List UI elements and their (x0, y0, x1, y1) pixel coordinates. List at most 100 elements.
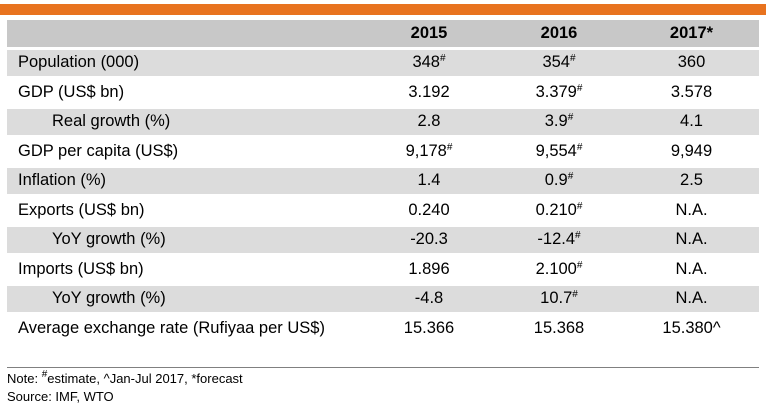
accent-bar (0, 4, 766, 15)
value-cell: N.A. (624, 226, 759, 253)
value-cell: 10.7# (494, 285, 624, 312)
estimate-marker: # (567, 112, 574, 124)
note-text: estimate, ^Jan-Jul 2017, *forecast (47, 371, 243, 386)
footer-divider (7, 367, 759, 368)
table-row: GDP per capita (US$) 9,178# 9,554# 9,949 (7, 138, 759, 165)
value-cell: -4.8 (364, 285, 494, 312)
value-cell: 9,949 (624, 138, 759, 165)
cell-value: 3.9 (544, 112, 568, 131)
value-cell: 1.4 (364, 167, 494, 194)
cell-value: 3.192 (408, 82, 450, 101)
value-cell: 348# (364, 49, 494, 76)
value-cell: 2.5 (624, 167, 759, 194)
cell-value: 4.1 (680, 112, 703, 131)
cell-value: -12.4 (537, 230, 576, 249)
year-header-2015: 2015 (364, 20, 494, 47)
row-label-yoy-growth: YoY growth (%) (7, 226, 364, 253)
note-superscript: # (41, 369, 48, 380)
row-label-gdp-us-bn: GDP (US$ bn) (18, 82, 125, 101)
value-cell: N.A. (624, 256, 759, 283)
value-cell: 2.8 (364, 108, 494, 135)
value-cell: 3.192 (364, 79, 494, 106)
table-row: Population (000) 348# 354# 360 (7, 49, 759, 76)
cell-value: 9,178 (405, 141, 447, 160)
cell-value: N.A. (675, 200, 708, 219)
value-cell: 354# (494, 49, 624, 76)
estimate-marker: # (576, 259, 583, 271)
row-label-imports-us-bn: Imports (US$ bn) (18, 259, 144, 278)
cell-value: 15.368 (533, 318, 585, 337)
row-label-gdp-per-capita-us: GDP per capita (US$) (18, 141, 179, 160)
value-cell: 3.578 (624, 79, 759, 106)
value-cell: 0.210# (494, 197, 624, 224)
cell-value: 1.4 (417, 171, 441, 190)
table-row: GDP (US$ bn) 3.192 3.379# 3.578 (7, 79, 759, 106)
cell-value: 15.366 (403, 318, 455, 337)
value-cell: 360 (624, 49, 759, 76)
cell-value: -20.3 (410, 230, 448, 249)
cell-value: 9,554 (535, 141, 577, 160)
table-row: YoY growth (%) -4.8 10.7# N.A. (7, 285, 759, 312)
cell-value: 0.240 (408, 200, 450, 219)
value-cell: N.A. (624, 197, 759, 224)
cell-value: 2.100 (535, 259, 577, 278)
row-label-yoy-growth: YoY growth (%) (7, 285, 364, 312)
cell-value: 3.578 (670, 82, 713, 101)
cell-value: 1.896 (408, 259, 450, 278)
cell-value: 2.8 (417, 112, 441, 131)
estimate-marker: # (572, 289, 578, 301)
cell-value: 9,949 (670, 141, 713, 160)
cell-value: -4.8 (414, 289, 444, 308)
row-label-exports-us-bn: Exports (US$ bn) (18, 200, 145, 219)
row-label-average-exchange-rate-rufiyaa-per-us: Average exchange rate (Rufiyaa per US$) (18, 318, 325, 337)
economic-indicators-table: 2015 2016 2017* Population (000) 348# 354#… (7, 17, 759, 345)
value-cell: 4.1 (624, 108, 759, 135)
value-cell: 9,554# (494, 138, 624, 165)
estimate-marker: # (569, 53, 576, 65)
year-header-2017: 2017* (624, 20, 759, 47)
estimate-marker: # (446, 141, 453, 153)
estimate-marker: # (576, 141, 583, 153)
cell-value: 2.5 (680, 171, 703, 190)
estimate-marker: # (576, 82, 583, 94)
cell-value: 0.210 (535, 200, 577, 219)
table-row: YoY growth (%) -20.3 -12.4# N.A. (7, 226, 759, 253)
value-cell: 2.100# (494, 256, 624, 283)
row-label-real-growth: Real growth (%) (7, 108, 364, 135)
header-row: 2015 2016 2017* (7, 20, 759, 47)
source-line: Source: IMF, WTO (7, 389, 114, 404)
cell-value: 348 (412, 53, 440, 72)
value-cell: 3.9# (494, 108, 624, 135)
year-header-2016: 2016 (494, 20, 624, 47)
cell-value: N.A. (675, 259, 708, 278)
estimate-marker: # (439, 53, 446, 65)
value-cell: -12.4# (494, 226, 624, 253)
cell-value: 10.7 (540, 289, 573, 308)
cell-value: 360 (677, 53, 706, 72)
table-row: Imports (US$ bn) 1.896 2.100# N.A. (7, 256, 759, 283)
value-cell: 9,178# (364, 138, 494, 165)
estimate-marker: # (576, 200, 583, 212)
header-label-cell (7, 20, 364, 47)
value-cell: -20.3 (364, 226, 494, 253)
table-row: Real growth (%) 2.8 3.9# 4.1 (7, 108, 759, 135)
footnote: Note: #estimate, ^Jan-Jul 2017, *forecas… (7, 369, 243, 387)
value-cell: 15.368 (494, 315, 624, 342)
note-prefix: Note: (7, 371, 42, 386)
table-row: Inflation (%) 1.4 0.9# 2.5 (7, 167, 759, 194)
cell-value: 15.380^ (662, 318, 721, 337)
value-cell: 0.9# (494, 167, 624, 194)
value-cell: 15.366 (364, 315, 494, 342)
estimate-marker: # (575, 230, 581, 242)
value-cell: 1.896 (364, 256, 494, 283)
row-label-population-000: Population (000) (7, 49, 364, 76)
table-body: Population (000) 348# 354# 360 GDP (US$ bn) 3… (7, 49, 759, 342)
value-cell: N.A. (624, 285, 759, 312)
row-label-inflation: Inflation (%) (7, 167, 364, 194)
cell-value: 3.379 (535, 82, 577, 101)
cell-value: 0.9 (544, 171, 568, 190)
value-cell: 0.240 (364, 197, 494, 224)
cell-value: N.A. (675, 230, 708, 249)
table-row: Average exchange rate (Rufiyaa per US$) 1… (7, 315, 759, 342)
estimate-marker: # (567, 171, 574, 183)
